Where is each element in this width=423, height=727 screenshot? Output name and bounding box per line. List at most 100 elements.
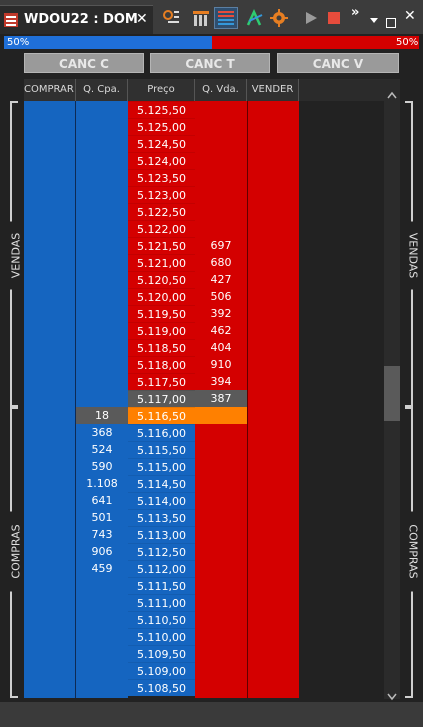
price-cell[interactable]: 5.111,00 bbox=[128, 594, 195, 611]
vender-column[interactable] bbox=[248, 101, 299, 698]
ask-qty-cell[interactable] bbox=[195, 543, 247, 560]
price-column[interactable]: 5.125,50 5.125,00 5.124,50 5.124,00 5.123,50… bbox=[128, 101, 195, 698]
bid-qty-cell[interactable]: 743 bbox=[91, 528, 113, 541]
bid-qty-cell[interactable] bbox=[76, 611, 128, 628]
price-cell[interactable]: 5.108,50 bbox=[128, 679, 195, 696]
price-cell[interactable]: 5.112,00 bbox=[128, 560, 195, 577]
ask-qty-cell[interactable]: 462 bbox=[210, 324, 232, 337]
ask-qty-cell[interactable] bbox=[195, 101, 247, 118]
header-qvda[interactable]: Q. Vda. bbox=[195, 79, 247, 101]
ask-qty-cell[interactable]: 387 bbox=[195, 390, 247, 407]
bid-qty-cell[interactable] bbox=[76, 594, 128, 611]
price-cell[interactable]: 5.125,00 bbox=[128, 118, 195, 135]
price-cell[interactable]: 5.109,00 bbox=[128, 662, 195, 679]
bid-qty-cell[interactable] bbox=[76, 203, 128, 220]
bid-qty-cell[interactable] bbox=[76, 101, 128, 118]
price-cell[interactable]: 5.116,00 bbox=[128, 424, 195, 441]
price-cell[interactable]: 5.122,50 bbox=[128, 203, 195, 220]
bid-qty-cell[interactable] bbox=[76, 305, 128, 322]
price-cell[interactable]: 5.121,00 bbox=[128, 254, 195, 271]
overflow-icon[interactable]: » bbox=[351, 5, 360, 20]
bid-qty-cell[interactable]: 459 bbox=[91, 562, 113, 575]
maximize-icon[interactable] bbox=[385, 13, 397, 32]
ask-qty-cell[interactable] bbox=[195, 509, 247, 526]
price-cell[interactable]: 5.109,50 bbox=[128, 645, 195, 662]
price-cell[interactable]: 5.125,50 bbox=[128, 101, 195, 118]
dom-tab[interactable]: WDOU22 : DOM ✕ bbox=[0, 5, 153, 34]
header-preco[interactable]: Preço bbox=[128, 79, 195, 101]
stop-icon[interactable] bbox=[325, 9, 343, 27]
ask-qty-cell[interactable] bbox=[195, 577, 247, 594]
price-cell[interactable]: 5.119,50 bbox=[128, 305, 195, 322]
header-comprar[interactable]: COMPRAR bbox=[24, 79, 76, 101]
bid-qty-cell[interactable] bbox=[76, 322, 128, 339]
ask-qty-cell[interactable] bbox=[195, 492, 247, 509]
ask-qty-cell[interactable] bbox=[195, 679, 247, 696]
bid-qty-cell[interactable] bbox=[76, 118, 128, 135]
dropdown-icon[interactable] bbox=[369, 10, 379, 29]
bid-qty-cell[interactable] bbox=[76, 390, 128, 407]
columns-icon[interactable] bbox=[192, 9, 210, 27]
bid-qty-cell[interactable]: 906 bbox=[91, 545, 113, 558]
qvda-column[interactable]: 697 680 427 506 392 462 404 910 394 387 bbox=[195, 101, 247, 698]
ask-qty-cell[interactable]: 427 bbox=[210, 273, 232, 286]
bid-qty-cell[interactable] bbox=[76, 169, 128, 186]
ask-qty-cell[interactable] bbox=[195, 203, 247, 220]
ask-qty-cell[interactable] bbox=[195, 135, 247, 152]
ask-qty-cell[interactable] bbox=[195, 220, 247, 237]
cancel-sell-button[interactable]: CANC V bbox=[277, 53, 399, 73]
ask-qty-cell[interactable] bbox=[195, 611, 247, 628]
ask-qty-cell[interactable] bbox=[195, 169, 247, 186]
price-cell[interactable]: 5.116,50 bbox=[128, 407, 195, 424]
bid-qty-cell[interactable] bbox=[76, 577, 128, 594]
bid-qty-cell[interactable] bbox=[76, 662, 128, 679]
bid-qty-cell[interactable] bbox=[76, 271, 128, 288]
ask-qty-cell[interactable] bbox=[195, 152, 247, 169]
ask-qty-cell[interactable] bbox=[195, 441, 247, 458]
bid-qty-cell[interactable] bbox=[76, 628, 128, 645]
play-icon[interactable] bbox=[302, 9, 320, 27]
price-cell[interactable]: 5.113,50 bbox=[128, 509, 195, 526]
bid-qty-cell[interactable]: 1.108 bbox=[86, 477, 118, 490]
close-icon[interactable]: ✕ bbox=[404, 8, 416, 24]
qcpa-column[interactable]: 18 368 524 590 1.108 641 501 743 906 459 bbox=[76, 101, 128, 698]
bid-qty-cell[interactable]: 641 bbox=[91, 494, 113, 507]
header-vender[interactable]: VENDER bbox=[247, 79, 299, 101]
price-cell[interactable]: 5.113,00 bbox=[128, 526, 195, 543]
price-cell[interactable]: 5.119,00 bbox=[128, 322, 195, 339]
ask-qty-cell[interactable]: 392 bbox=[210, 307, 232, 320]
ask-qty-cell[interactable]: 680 bbox=[210, 256, 232, 269]
ask-qty-cell[interactable]: 697 bbox=[210, 239, 232, 252]
scrollbar-thumb[interactable] bbox=[384, 366, 400, 421]
gear-icon[interactable] bbox=[270, 9, 288, 27]
price-cell[interactable]: 5.118,00 bbox=[128, 356, 195, 373]
price-cell[interactable]: 5.117,50 bbox=[128, 373, 195, 390]
cancel-all-button[interactable]: CANC T bbox=[150, 53, 270, 73]
ask-qty-cell[interactable] bbox=[195, 186, 247, 203]
bid-qty-cell[interactable] bbox=[76, 679, 128, 696]
price-cell[interactable]: 5.124,50 bbox=[128, 135, 195, 152]
ask-qty-cell[interactable] bbox=[195, 560, 247, 577]
bid-qty-cell[interactable] bbox=[76, 356, 128, 373]
price-cell[interactable]: 5.110,00 bbox=[128, 628, 195, 645]
price-cell[interactable]: 5.118,50 bbox=[128, 339, 195, 356]
bid-qty-cell[interactable] bbox=[76, 288, 128, 305]
price-cell[interactable]: 5.123,00 bbox=[128, 186, 195, 203]
bid-qty-cell[interactable] bbox=[76, 186, 128, 203]
ask-qty-cell[interactable]: 910 bbox=[210, 358, 232, 371]
bid-qty-cell[interactable] bbox=[76, 220, 128, 237]
price-cell[interactable]: 5.124,00 bbox=[128, 152, 195, 169]
bid-qty-cell[interactable] bbox=[76, 237, 128, 254]
bid-qty-cell[interactable] bbox=[76, 645, 128, 662]
tab-close-icon[interactable]: ✕ bbox=[136, 11, 148, 27]
price-cell[interactable]: 5.121,50 bbox=[128, 237, 195, 254]
bid-qty-cell[interactable]: 18 bbox=[76, 407, 128, 424]
bid-qty-cell[interactable] bbox=[76, 373, 128, 390]
bid-qty-cell[interactable]: 368 bbox=[91, 426, 113, 439]
price-cell[interactable]: 5.120,00 bbox=[128, 288, 195, 305]
price-cell[interactable]: 5.114,00 bbox=[128, 492, 195, 509]
scroll-up-icon[interactable] bbox=[387, 84, 397, 103]
price-cell[interactable]: 5.110,50 bbox=[128, 611, 195, 628]
bid-qty-cell[interactable]: 501 bbox=[91, 511, 113, 524]
font-style-icon[interactable] bbox=[246, 9, 264, 27]
